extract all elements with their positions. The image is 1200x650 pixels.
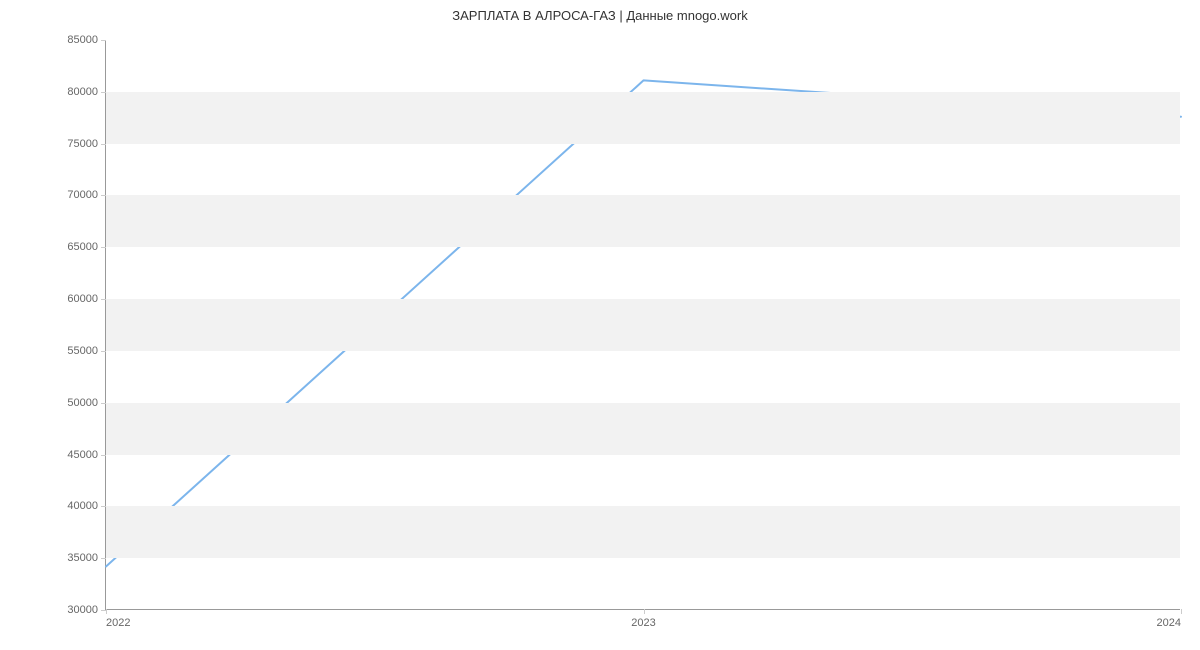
- plot-area: 3000035000400004500050000550006000065000…: [105, 40, 1180, 610]
- y-tick-mark: [101, 403, 106, 404]
- x-tick-mark: [106, 609, 107, 614]
- grid-band: [106, 403, 1180, 455]
- y-tick-mark: [101, 558, 106, 559]
- x-tick-label: 2022: [106, 617, 130, 629]
- y-tick-label: 35000: [67, 552, 98, 564]
- y-tick-label: 45000: [67, 449, 98, 461]
- y-tick-label: 65000: [67, 241, 98, 253]
- grid-band: [106, 92, 1180, 144]
- y-tick-mark: [101, 455, 106, 456]
- y-tick-mark: [101, 40, 106, 41]
- y-tick-label: 85000: [67, 34, 98, 46]
- y-tick-label: 55000: [67, 345, 98, 357]
- y-tick-mark: [101, 195, 106, 196]
- y-tick-label: 80000: [67, 86, 98, 98]
- chart-title: ЗАРПЛАТА В АЛРОСА-ГАЗ | Данные mnogo.wor…: [0, 8, 1200, 23]
- y-tick-label: 50000: [67, 397, 98, 409]
- y-tick-mark: [101, 92, 106, 93]
- x-tick-label: 2023: [631, 617, 655, 629]
- grid-band: [106, 195, 1180, 247]
- y-tick-mark: [101, 144, 106, 145]
- y-tick-mark: [101, 247, 106, 248]
- x-tick-mark: [644, 609, 645, 614]
- y-tick-label: 30000: [67, 604, 98, 616]
- y-tick-mark: [101, 506, 106, 507]
- grid-band: [106, 506, 1180, 558]
- y-tick-label: 60000: [67, 293, 98, 305]
- grid-band: [106, 299, 1180, 351]
- y-tick-label: 70000: [67, 189, 98, 201]
- y-tick-mark: [101, 299, 106, 300]
- x-tick-label: 2024: [1157, 617, 1181, 629]
- x-tick-mark: [1181, 609, 1182, 614]
- y-tick-mark: [101, 351, 106, 352]
- y-tick-label: 40000: [67, 500, 98, 512]
- chart-container: ЗАРПЛАТА В АЛРОСА-ГАЗ | Данные mnogo.wor…: [0, 0, 1200, 650]
- y-tick-label: 75000: [67, 138, 98, 150]
